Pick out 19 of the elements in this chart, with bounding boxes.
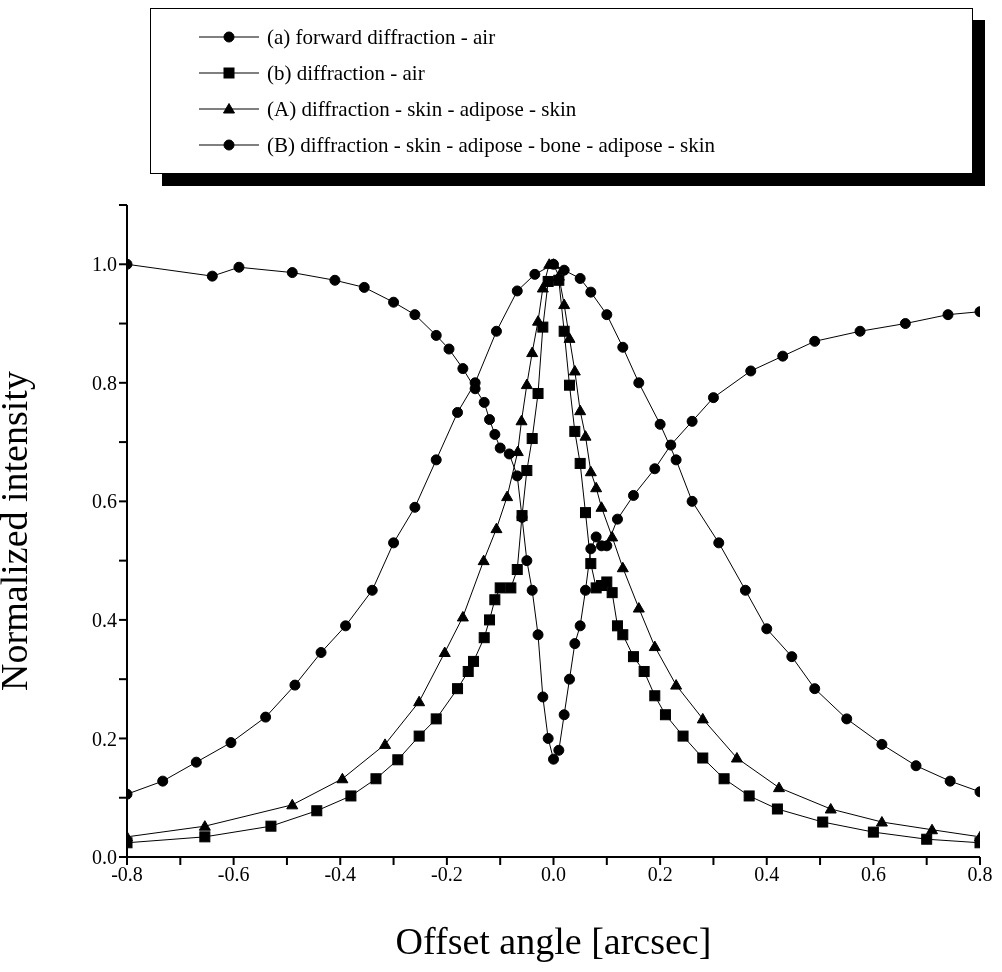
x-tick-label: 0.8	[967, 863, 993, 886]
x-tick-label: 0.0	[541, 863, 566, 886]
legend-label: (A) diffraction - skin - adipose - skin	[267, 96, 577, 122]
x-tick-label: 0.2	[647, 863, 673, 886]
y-tick-label: 0.8	[92, 371, 117, 394]
legend-label: (b) diffraction - air	[267, 60, 425, 86]
x-axis-title: Offset angle [arcsec]	[395, 920, 712, 962]
x-tick-label: 0.4	[754, 863, 780, 886]
y-tick-label: 0.6	[92, 490, 117, 513]
y-tick-label: 0.4	[92, 609, 117, 632]
y-axis-title: Normalized intensity	[0, 371, 36, 691]
x-tick-label: -0.6	[217, 863, 250, 886]
x-tick-label: 0.6	[860, 863, 886, 886]
x-tick-label: -0.2	[431, 863, 463, 886]
legend-label: (B) diffraction - skin - adipose - bone - adipose - skin	[267, 132, 716, 158]
y-tick-label: 0.2	[92, 727, 117, 750]
x-tick-label: -0.4	[324, 863, 357, 886]
y-tick-label: 1.0	[92, 253, 117, 276]
legend-label: (a) forward diffraction - air	[267, 24, 496, 50]
